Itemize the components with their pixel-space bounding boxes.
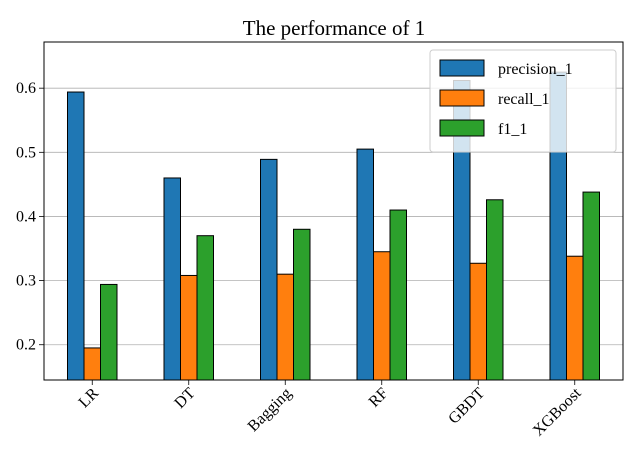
bar-recall-1-dt: [180, 274, 198, 381]
bar-recall-1-lr: [83, 347, 101, 381]
bar-f1-1-bagging: [293, 228, 311, 381]
y-tick-label: 0.2: [16, 337, 36, 354]
x-tick-label: RF: [366, 385, 392, 411]
x-tick-label: Bagging: [245, 385, 295, 435]
x-tick-label: DT: [171, 385, 198, 412]
legend-swatch: [439, 89, 485, 107]
x-tick-label: GBDT: [445, 385, 488, 428]
x-tick-label: LR: [76, 385, 103, 412]
bar-f1-1-lr: [100, 283, 118, 381]
bar-f1-1-gbdt: [486, 199, 504, 381]
legend-label: f1_1: [498, 121, 527, 138]
y-tick-label: 0.4: [16, 208, 36, 225]
x-tick-label: XGBoost: [530, 384, 585, 439]
bar-precision-1-bagging: [260, 158, 278, 381]
bar-recall-1-rf: [373, 251, 391, 381]
legend-swatch: [439, 59, 485, 77]
bar-recall-1-xgboost: [566, 255, 584, 381]
y-tick-label: 0.5: [16, 144, 36, 161]
chart-title: The performance of 1: [243, 16, 426, 40]
y-tick-label: 0.6: [16, 80, 36, 97]
bar-f1-1-rf: [389, 209, 407, 381]
legend-label: precision_1: [498, 61, 573, 78]
bar-f1-1-dt: [196, 235, 214, 381]
bar-precision-1-lr: [67, 91, 85, 381]
y-tick-label: 0.3: [16, 273, 36, 290]
legend-label: recall_1: [498, 91, 550, 108]
legend: precision_1 recall_1 f1_1: [429, 49, 617, 153]
bar-f1-1-xgboost: [582, 191, 600, 381]
bar-recall-1-bagging: [276, 273, 294, 381]
bar-precision-1-dt: [163, 177, 181, 381]
legend-swatch: [439, 119, 485, 137]
plot-frame: [43, 41, 624, 381]
bar-recall-1-gbdt: [469, 262, 487, 381]
bar-precision-1-rf: [356, 148, 374, 381]
